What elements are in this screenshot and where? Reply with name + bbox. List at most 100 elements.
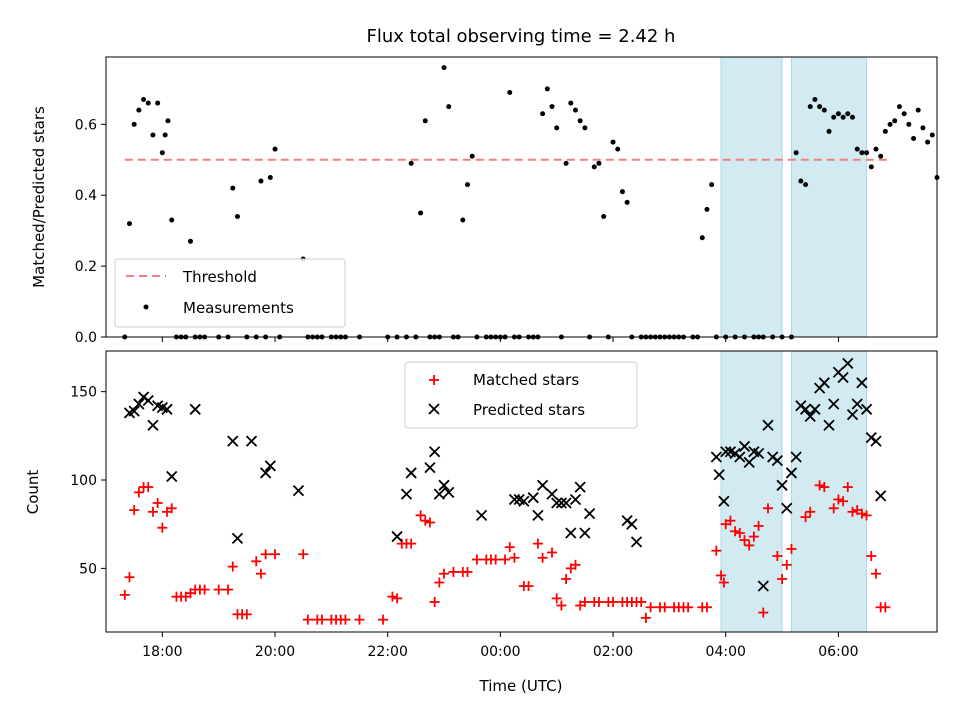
predicted-point: [264, 460, 276, 472]
predicted-point: [532, 509, 544, 521]
top-x-ticks: [161, 337, 839, 342]
matched-point: [547, 547, 558, 558]
predicted-point: [837, 371, 849, 384]
matched-point: [378, 614, 388, 625]
measurement-point: [465, 182, 471, 188]
y-tick-label: 0.6: [75, 117, 97, 133]
measurement-point: [145, 100, 151, 106]
predicted-point: [776, 479, 788, 491]
measurement-point: [821, 107, 827, 113]
matched-point: [500, 554, 511, 565]
measurement-point: [911, 136, 917, 142]
measurement-point: [831, 114, 837, 120]
measurement-point: [849, 114, 855, 120]
matched-point: [392, 593, 403, 604]
matched-point: [124, 572, 135, 583]
matched-point: [833, 494, 844, 505]
measurement-point: [155, 100, 161, 106]
x-tick-label: 02:00: [593, 644, 633, 660]
predicted-point: [828, 398, 840, 410]
predicted-point: [292, 484, 305, 497]
matched-point: [316, 614, 327, 625]
matched-point: [152, 497, 163, 508]
bottom-plot-frame: [105, 350, 938, 633]
matched-point: [838, 496, 849, 507]
matched-point: [260, 549, 271, 560]
predicted-point: [799, 403, 812, 415]
predicted-points: [123, 357, 887, 592]
predicted-point: [565, 527, 577, 539]
shaded-span-0: [720, 350, 783, 633]
predicted-point: [142, 394, 154, 407]
predicted-point: [860, 403, 873, 415]
x-axis-label: Time (UTC): [479, 677, 563, 695]
matched-point: [429, 596, 440, 607]
measurement-point: [601, 213, 607, 219]
predicted-point: [189, 403, 201, 415]
predicted-point: [391, 530, 403, 543]
matched-point: [251, 556, 262, 567]
matched-point: [772, 551, 783, 562]
matched-point: [640, 612, 651, 623]
matched-point: [532, 538, 543, 549]
measurement-point: [159, 150, 165, 156]
measurement-point: [878, 153, 884, 159]
top-y-axis-label: Matched/Predicted stars: [30, 106, 48, 288]
measurement-point: [460, 217, 466, 223]
legend-measurements-swatch: [143, 304, 149, 310]
x-tick-label: 20:00: [255, 644, 295, 660]
measurement-point: [422, 118, 428, 124]
x-tick-label: 04:00: [706, 644, 746, 660]
predicted-point: [856, 377, 868, 389]
predicted-point: [583, 507, 596, 520]
matched-point: [636, 596, 647, 607]
matched-point: [866, 551, 877, 562]
shaded-span-1: [790, 56, 868, 338]
matched-point: [133, 487, 144, 498]
measurement-point: [582, 125, 588, 131]
matched-point: [199, 584, 210, 595]
predicted-point: [166, 470, 178, 483]
ratio-panel: 0.0 0.2 0.4 0.6 Matched/Predicted stars Thr…: [30, 56, 940, 346]
measurement-point: [131, 121, 137, 127]
measurement-point: [892, 118, 898, 124]
matched-point: [856, 508, 867, 519]
matched-point: [227, 561, 238, 572]
matched-point: [556, 600, 567, 611]
matched-point: [777, 573, 788, 584]
measurement-point: [549, 104, 555, 110]
top-legend-box: [114, 258, 346, 328]
matched-point: [298, 549, 309, 560]
measurement-point: [563, 160, 569, 166]
measurement-point: [258, 178, 264, 184]
measurement-point: [798, 178, 804, 184]
bottom-legend-box: [404, 361, 638, 429]
measurement-point: [615, 146, 621, 152]
measurement-point: [896, 104, 902, 110]
predicted-point: [574, 481, 586, 493]
measurement-point: [150, 132, 156, 138]
matched-point: [744, 540, 755, 551]
predicted-point: [161, 403, 173, 415]
predicted-point: [818, 377, 830, 389]
matched-point: [509, 552, 520, 563]
x-tick-label: 00:00: [480, 644, 520, 660]
matched-point: [439, 568, 450, 579]
measurement-point: [845, 111, 851, 117]
matched-point: [415, 510, 426, 521]
legend-predicted-swatch: [428, 403, 440, 415]
predicted-point: [231, 532, 244, 544]
matched-point: [701, 602, 712, 613]
measurement-point: [162, 132, 168, 138]
predicted-point: [438, 479, 450, 491]
measurement-point: [835, 111, 841, 117]
bottom-y-axis-label: Count: [24, 470, 42, 515]
matched-point: [645, 602, 656, 613]
matched-point: [730, 526, 741, 537]
matched-point: [786, 543, 797, 554]
y-tick-label: 50: [79, 561, 97, 577]
chart-title: Flux total observing time = 2.42 h: [367, 26, 676, 47]
measurement-point: [925, 139, 931, 145]
matched-point: [424, 517, 435, 528]
measurement-point: [887, 121, 893, 127]
